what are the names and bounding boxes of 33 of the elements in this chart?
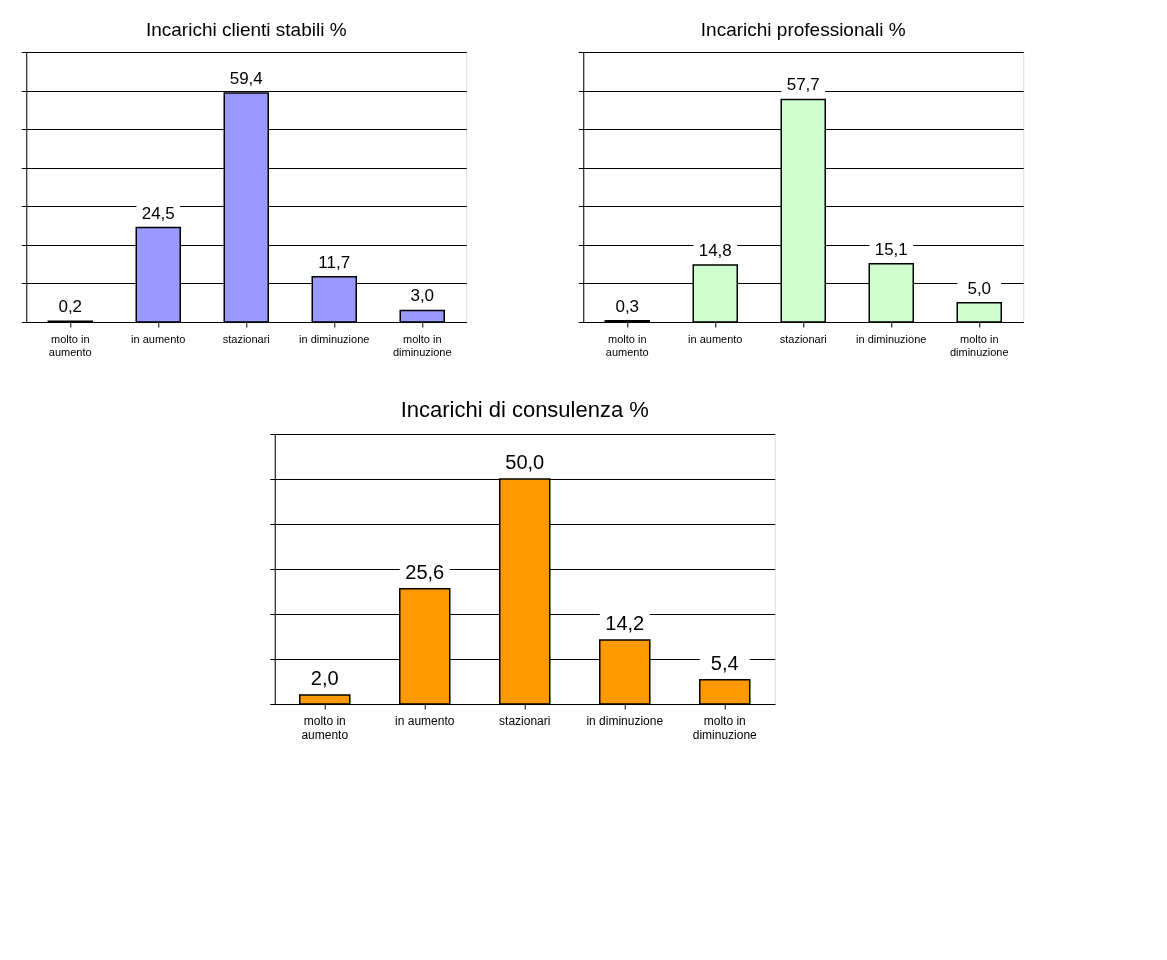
data-label: 24,5 bbox=[141, 203, 175, 223]
x-tick-label: molto in aumento bbox=[301, 713, 349, 742]
x-tick-label: stazionari bbox=[779, 332, 827, 345]
x-tick-label: molto in diminuzione bbox=[949, 332, 1009, 358]
data-label: 2,0 bbox=[310, 667, 339, 689]
data-label: 11,7 bbox=[318, 252, 351, 272]
data-label: 5,4 bbox=[710, 651, 739, 674]
data-label: 0,3 bbox=[615, 296, 640, 316]
x-tick-label: molto in aumento bbox=[605, 332, 649, 358]
data-label: 0,2 bbox=[58, 297, 83, 317]
chart-title: Incarichi di consulenza % bbox=[400, 396, 649, 422]
x-tick-label: in aumento bbox=[131, 332, 186, 345]
x-tick-label: molto in diminuzione bbox=[692, 713, 758, 742]
data-label: 57,7 bbox=[786, 75, 820, 95]
data-label: 5,0 bbox=[967, 278, 992, 298]
x-tick-label: in diminuzione bbox=[586, 713, 664, 728]
data-label: 3,0 bbox=[410, 286, 435, 306]
x-tick-label: molto in aumento bbox=[48, 332, 92, 358]
data-label: 14,2 bbox=[605, 612, 645, 635]
x-tick-label: molto in diminuzione bbox=[392, 332, 452, 358]
x-tick-label: in aumento bbox=[395, 713, 455, 728]
data-label: 15,1 bbox=[874, 239, 908, 259]
data-label: 14,8 bbox=[698, 240, 732, 260]
data-label: 59,4 bbox=[229, 68, 263, 88]
data-label: 25,6 bbox=[405, 560, 445, 583]
x-tick-label: in diminuzione bbox=[856, 332, 927, 345]
x-tick-label: stazionari bbox=[499, 713, 551, 728]
x-tick-label: in diminuzione bbox=[299, 332, 370, 345]
x-tick-label: in aumento bbox=[688, 332, 743, 345]
chart-title: Incarichi professionali % bbox=[700, 18, 906, 40]
chart-title: Incarichi clienti stabili % bbox=[145, 18, 347, 40]
data-label: 50,0 bbox=[505, 451, 545, 473]
x-tick-label: stazionari bbox=[222, 332, 270, 345]
